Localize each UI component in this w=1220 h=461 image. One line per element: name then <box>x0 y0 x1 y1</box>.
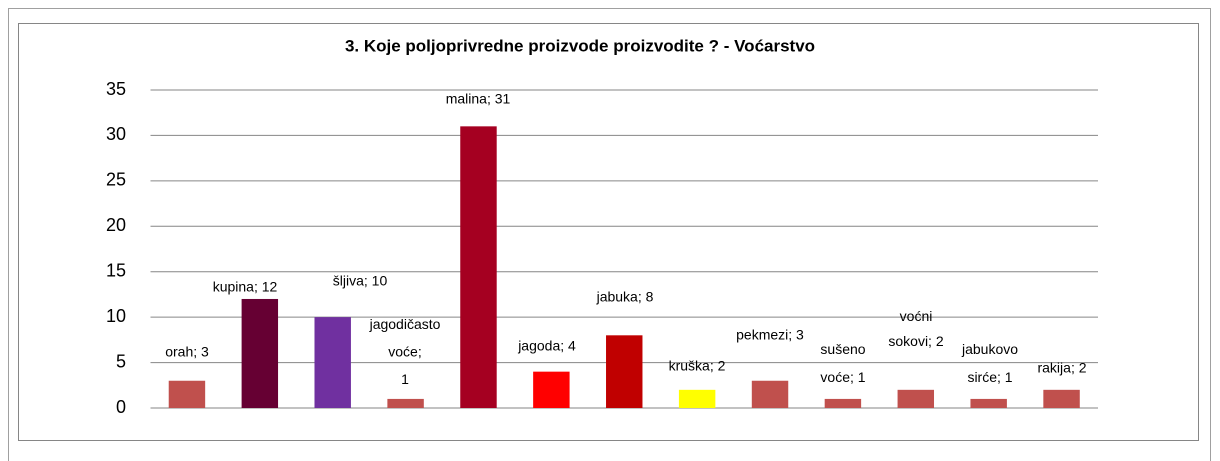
bar <box>460 126 497 408</box>
data-label: kruška; 2 <box>669 358 726 374</box>
y-tick-label: 15 <box>106 260 126 280</box>
y-tick-label: 5 <box>116 351 126 371</box>
data-label: jagodičasto voće; 1 <box>369 316 441 387</box>
y-tick-label: 0 <box>116 397 126 417</box>
y-tick-label: 35 <box>106 79 126 99</box>
data-label: voćni sokovi; 2 <box>888 308 943 349</box>
y-tick-label: 30 <box>106 124 126 144</box>
bar <box>897 389 935 408</box>
data-label: sušeno voće; 1 <box>820 341 865 385</box>
bar <box>606 335 643 408</box>
y-tick-label: 25 <box>106 170 126 190</box>
bar <box>387 398 424 408</box>
y-tick-label: 20 <box>106 215 126 235</box>
data-label: pekmezi; 3 <box>736 327 804 343</box>
bar <box>970 398 1007 408</box>
y-tick-label: 10 <box>106 306 126 326</box>
data-label: kupina; 12 <box>213 279 278 295</box>
chart-title: 3. Koje poljoprivredne proizvode proizvo… <box>345 36 815 55</box>
data-label: rakija; 2 <box>1037 360 1086 376</box>
bar <box>168 380 206 408</box>
data-label: malina; 31 <box>446 91 511 107</box>
data-label: jagoda; 4 <box>517 338 576 354</box>
data-label: jabuka; 8 <box>596 289 654 305</box>
bar <box>824 398 862 408</box>
bar <box>533 371 570 408</box>
bar <box>314 317 351 408</box>
bar <box>678 389 716 408</box>
page-border <box>8 8 1211 461</box>
data-label: orah; 3 <box>165 344 209 360</box>
data-label: šljiva; 10 <box>333 273 388 289</box>
chart-frame <box>18 23 1199 441</box>
bar <box>1043 389 1080 408</box>
data-label: jabukovo sirće; 1 <box>961 341 1018 385</box>
bar <box>241 298 279 408</box>
bar <box>751 380 789 408</box>
